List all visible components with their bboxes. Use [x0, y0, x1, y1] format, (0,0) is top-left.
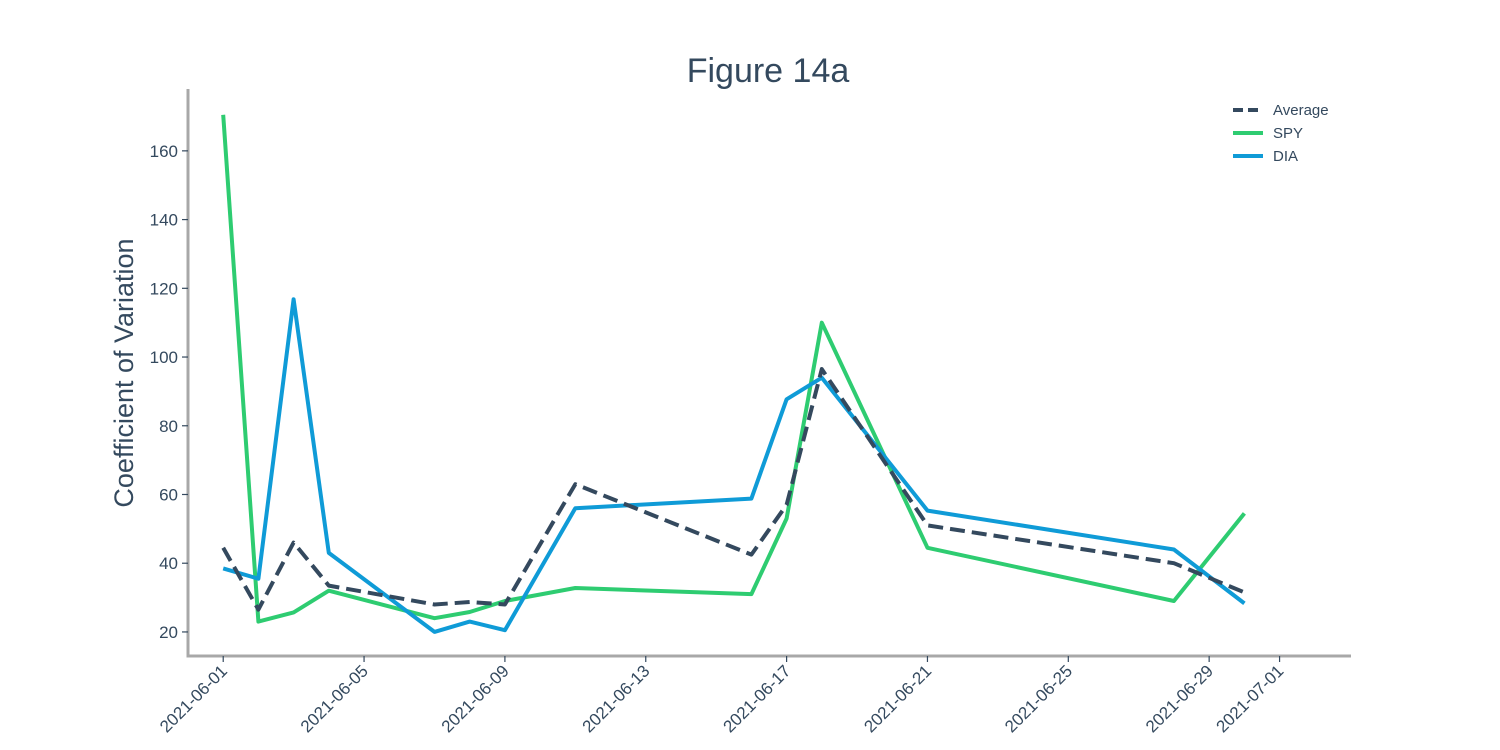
x-tick-label: 2021-06-13 [579, 661, 654, 736]
series-line-spy [221, 114, 1246, 624]
y-axis-label: Coefficient of Variation [109, 238, 139, 507]
x-tick-label: 2021-07-01 [1212, 661, 1287, 736]
y-tick-label: 120 [150, 279, 178, 298]
legend-label-spy: SPY [1273, 125, 1303, 142]
legend: Average SPY DIA [1233, 102, 1329, 165]
x-axis-ticks: 2021-06-01 2021-06-05 2021-06-09 2021-06-13… [156, 656, 1287, 736]
series-lines [221, 114, 1246, 634]
y-tick-label: 60 [159, 485, 178, 504]
x-tick-label: 2021-06-29 [1142, 661, 1217, 736]
x-tick-label: 2021-06-25 [1001, 661, 1076, 736]
x-tick-label: 2021-06-09 [438, 661, 513, 736]
x-tick-label: 2021-06-01 [156, 661, 231, 736]
y-tick-label: 20 [159, 623, 178, 642]
x-tick-label: 2021-06-21 [860, 661, 935, 736]
y-tick-label: 100 [150, 348, 178, 367]
y-tick-label: 140 [150, 211, 178, 230]
legend-label-average: Average [1273, 102, 1329, 119]
y-tick-label: 40 [159, 554, 178, 573]
y-axis-ticks: 20 40 60 80 100 120 140 160 [150, 142, 188, 642]
x-tick-label: 2021-06-05 [297, 661, 372, 736]
x-tick-label: 2021-06-17 [720, 661, 795, 736]
chart-title: Figure 14a [687, 52, 850, 90]
series-line-average [221, 367, 1246, 612]
legend-label-dia: DIA [1273, 148, 1298, 165]
series-line-dia [222, 297, 1246, 634]
y-tick-label: 160 [150, 142, 178, 161]
y-tick-label: 80 [159, 417, 178, 436]
